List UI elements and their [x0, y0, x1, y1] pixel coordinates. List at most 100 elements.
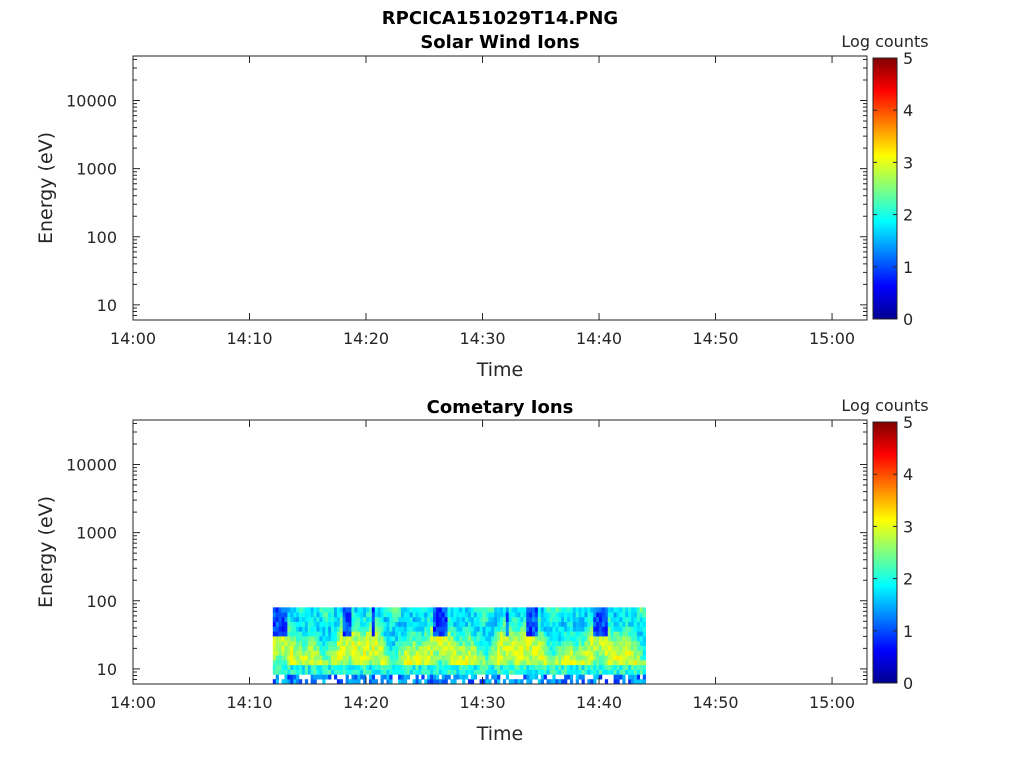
spectrogram-cell — [558, 645, 562, 651]
spectrogram-cell — [596, 607, 600, 613]
spectrogram-cell — [485, 612, 489, 618]
spectrogram-cell — [453, 636, 457, 642]
x-tick-label: 14:00 — [110, 693, 156, 712]
spectrogram-cell — [508, 621, 512, 627]
spectrogram-cell — [476, 631, 480, 637]
spectrogram-cell — [601, 612, 606, 618]
spectrogram-cell — [389, 612, 393, 618]
spectrogram-cell — [418, 655, 422, 661]
spectrogram-cell — [368, 669, 373, 675]
spectrogram-cell — [328, 616, 332, 623]
spectrogram-cell — [467, 640, 472, 646]
spectrogram-cell — [415, 616, 419, 623]
spectrogram-cell — [313, 616, 317, 623]
spectrogram-cell — [610, 645, 614, 651]
spectrogram-cell — [398, 679, 402, 684]
spectrogram-cell — [336, 679, 341, 684]
spectrogram-cell — [360, 626, 364, 632]
spectrogram-cell — [278, 607, 282, 613]
spectrogram-cell — [517, 660, 521, 666]
spectrogram-cell — [406, 655, 410, 661]
spectrogram-cell — [462, 660, 466, 666]
spectrogram-cell — [590, 612, 594, 618]
spectrogram-cell — [523, 612, 527, 618]
spectrogram-cell — [310, 612, 314, 618]
spectrogram-cell — [424, 655, 428, 661]
spectrogram-cell — [406, 607, 410, 613]
spectrogram-cell — [642, 645, 646, 651]
spectrogram-cell — [301, 616, 306, 623]
spectrogram-cell — [453, 626, 457, 632]
spectrogram-cell — [575, 655, 579, 661]
spectrogram-cell — [569, 669, 574, 675]
spectrogram-cell — [596, 650, 600, 656]
spectrogram-cell — [587, 660, 591, 666]
spectrogram-cell — [470, 636, 475, 642]
spectrogram-cell — [293, 669, 297, 675]
spectrogram-cell — [307, 631, 311, 637]
spectrogram-cell — [508, 669, 512, 675]
spectrogram-cell — [304, 679, 309, 684]
spectrogram-cell — [555, 655, 559, 661]
spectrogram-cell — [386, 640, 390, 646]
spectrogram-cell — [293, 645, 297, 651]
spectrogram-cell — [363, 679, 367, 684]
spectrogram-cell — [316, 616, 320, 623]
spectrogram-cell — [497, 645, 501, 651]
spectrogram-cell — [534, 621, 539, 627]
spectrogram-cell — [572, 636, 577, 642]
spectrogram-cell — [561, 645, 565, 651]
spectrogram-cell — [459, 674, 463, 680]
spectrogram-cell — [596, 612, 600, 618]
spectrogram-cell — [610, 631, 614, 637]
spectrogram-cell — [459, 645, 463, 651]
spectrogram-cell — [395, 626, 399, 632]
spectrogram-cell — [418, 679, 422, 684]
spectrogram-cell — [578, 660, 582, 666]
spectrogram-cell — [313, 664, 317, 670]
spectrogram-cell — [511, 616, 515, 623]
spectrogram-cell — [564, 669, 568, 675]
spectrogram-cell — [581, 679, 585, 684]
spectrogram-cell — [604, 669, 609, 675]
spectrogram-cell — [424, 621, 428, 627]
spectrogram-cell — [584, 607, 588, 613]
spectrogram-cell — [438, 631, 443, 637]
spectrogram-cell — [578, 645, 582, 651]
spectrogram-cell — [465, 674, 469, 680]
spectrogram-cell — [532, 674, 536, 680]
spectrogram-cell — [301, 664, 306, 670]
spectrogram-cell — [534, 612, 539, 618]
spectrogram-cell — [406, 631, 410, 637]
spectrogram-cell — [336, 607, 341, 613]
spectrogram-cell — [313, 631, 317, 637]
spectrogram-cell — [313, 655, 317, 661]
spectrogram-cell — [572, 612, 577, 618]
spectrogram-cell — [555, 621, 559, 627]
spectrogram-cell — [520, 616, 524, 623]
spectrogram-cell — [421, 655, 425, 661]
spectrogram-cell — [473, 655, 477, 661]
spectrogram-cell — [613, 636, 617, 642]
spectrogram-cell — [459, 636, 463, 642]
spectrogram-cell — [278, 616, 282, 623]
spectrogram-cell — [296, 636, 300, 642]
spectrogram-cell — [473, 664, 477, 670]
spectrogram-cell — [514, 640, 518, 646]
spectrogram-cell — [374, 664, 378, 670]
spectrogram-cell — [476, 655, 480, 661]
spectrogram-cell — [564, 636, 568, 642]
spectrogram-cell — [494, 679, 498, 684]
spectrogram-cell — [354, 621, 358, 627]
spectrogram-cell — [511, 664, 515, 670]
spectrogram-cell — [502, 650, 507, 656]
spectrogram-cell — [546, 636, 550, 642]
spectrogram-cell — [558, 660, 562, 666]
spectrogram-cell — [500, 664, 504, 670]
spectrogram-cell — [444, 607, 448, 613]
spectrogram-cell — [558, 636, 562, 642]
spectrogram-cell — [354, 645, 358, 651]
spectrogram-cell — [415, 607, 419, 613]
spectrogram-cell — [459, 616, 463, 623]
